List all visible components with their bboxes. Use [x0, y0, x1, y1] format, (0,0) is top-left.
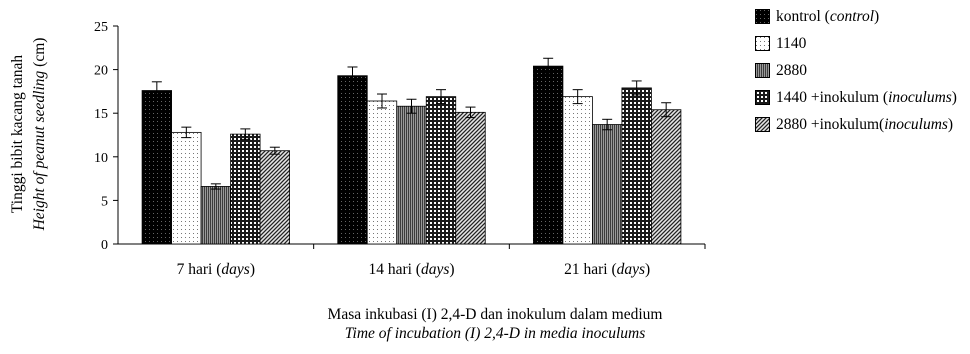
x-tick-labels: 7 hari (days) 14 hari (days) 21 hari (days… — [177, 261, 651, 278]
legend-label: 2880 — [776, 61, 807, 79]
y-tick-label: 0 — [101, 238, 108, 253]
legend-swatch — [755, 9, 770, 24]
legend-swatch — [755, 90, 770, 105]
bar — [230, 133, 261, 245]
y-axis-title: Tinggi bibit kacang tanah Height of pean… — [9, 38, 48, 232]
y-axis-title-line1: Tinggi bibit kacang tanah — [9, 55, 26, 214]
y-axis-title-line2-text: Height of peanut seedling — [31, 70, 48, 231]
legend-item: 1140 — [755, 30, 970, 57]
legend-item: 2880 — [755, 57, 970, 84]
bar — [141, 90, 172, 245]
bar — [337, 75, 368, 245]
legend-swatch — [755, 36, 770, 51]
bar — [366, 100, 398, 245]
legend-item: 1440 +inokulum (inoculums) — [755, 84, 970, 111]
bar-chart: Tinggi bibit kacang tanah Height of pean… — [9, 20, 706, 278]
y-tick-label: 20 — [94, 64, 108, 79]
legend-swatch — [755, 117, 770, 132]
y-tick-label: 5 — [101, 194, 108, 209]
bar — [621, 87, 652, 245]
bar — [455, 111, 486, 245]
y-tick-label: 15 — [94, 107, 108, 122]
bar — [592, 124, 623, 245]
x-tick-label: 21 hari (days) — [564, 261, 650, 278]
y-axis-title-unit: (cm) — [31, 38, 48, 67]
x-axis-title-line2: Time of incubation (I) 2,4-D in media in… — [344, 325, 646, 342]
legend-label: 2880 +inokulum(inoculums) — [776, 115, 954, 133]
x-axis-title-line1: Masa inkubasi (I) 2,4-D dan inokulum dal… — [327, 306, 663, 323]
legend-item: 2880 +inokulum(inoculums) — [755, 111, 970, 138]
y-tick-label: 25 — [94, 20, 108, 35]
legend-label: 1140 — [776, 34, 807, 52]
legend-label: kontrol (control) — [776, 7, 880, 25]
legend-item: kontrol (control) — [755, 3, 970, 30]
legend: kontrol (control) 1140 2880 1440 +inokulum … — [755, 3, 970, 138]
y-tick-label: 10 — [94, 151, 108, 166]
legend-label: 1440 +inokulum (inoculums) — [776, 88, 957, 106]
bar — [396, 105, 427, 245]
y-axis-title-line2: Height of peanut seedling (cm) — [31, 38, 48, 232]
bar — [533, 65, 564, 245]
x-tick-label: 7 hari (days) — [177, 261, 255, 278]
bar — [562, 96, 593, 245]
bar — [425, 96, 457, 245]
bar — [200, 186, 231, 245]
bar — [171, 131, 202, 245]
x-tick-label: 14 hari (days) — [368, 261, 454, 278]
bar — [259, 150, 290, 245]
bars — [141, 65, 682, 245]
legend-swatch — [755, 63, 770, 78]
error-bars — [151, 57, 672, 190]
bar — [651, 109, 682, 245]
